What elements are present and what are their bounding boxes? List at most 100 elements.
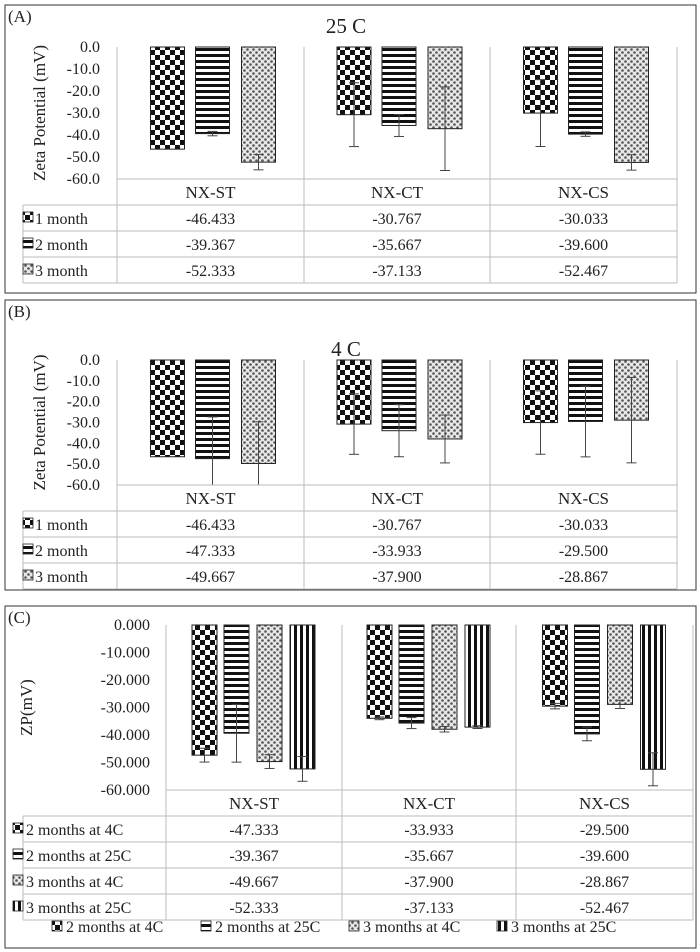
- bar: [366, 624, 393, 719]
- table-value: -30.767: [372, 517, 421, 534]
- legend-swatch: [12, 900, 24, 912]
- table-value: -37.133: [404, 900, 453, 917]
- table-value: -47.333: [186, 543, 235, 560]
- bar: [289, 624, 316, 770]
- series-label: 1 month: [35, 517, 88, 534]
- table-value: -30.767: [372, 211, 421, 228]
- y-tick-label: -60.0: [67, 477, 100, 494]
- series-label: 2 months at 4C: [26, 822, 123, 839]
- panel-frame: [4, 605, 697, 949]
- table-value: -49.667: [186, 569, 235, 586]
- y-tick-label: 0.0: [80, 39, 100, 56]
- panel-frame: [4, 299, 697, 591]
- bar: [542, 624, 568, 707]
- legend: 2 months at 4C 2 months at 25C 3 months at…: [51, 919, 616, 936]
- y-tick-label: -10.000: [101, 645, 150, 662]
- chart-panel-1: (A) 25 C 0.0 -10.0 -20.0 -30.0 -40.0 -50.0 -60.0…: [4, 4, 697, 294]
- legend-swatch: [51, 920, 63, 932]
- bar: [574, 624, 600, 735]
- legend-swatch: [22, 543, 34, 555]
- panel-frame: [4, 4, 697, 294]
- y-tick-label: -60.000: [101, 782, 150, 799]
- y-tick-label: 0.0: [80, 352, 100, 369]
- series-label: 3 month: [35, 569, 88, 586]
- bar: [464, 624, 491, 728]
- bar: [256, 624, 283, 763]
- bar: [431, 624, 458, 730]
- bar: [191, 624, 218, 756]
- data-table: NX-ST NX-CT NX-CS 1 month -46.433 -30.767 -30.…: [22, 360, 678, 590]
- chart-panel-2: (B) 4 C 0.0 -10.0 -20.0 -30.0 -40.0 -50.0 -60.0 Z…: [4, 299, 697, 591]
- table-value: -49.667: [229, 874, 278, 891]
- legend-swatch: [22, 569, 34, 581]
- legend-swatch: [12, 848, 24, 860]
- table-value: -30.033: [559, 517, 608, 534]
- legend-swatch: [200, 920, 212, 932]
- legend-swatch: [22, 211, 34, 223]
- category-label: NX-ST: [185, 183, 236, 202]
- series-label: 1 month: [35, 211, 88, 228]
- bar: [150, 46, 185, 150]
- table-value: -39.367: [229, 848, 278, 865]
- legend-swatch: [22, 237, 34, 249]
- category-label: NX-CS: [558, 183, 609, 202]
- y-axis-label: Zeta Potential (mV): [30, 355, 49, 491]
- bar: [568, 46, 603, 135]
- y-tick-label: -30.0: [67, 105, 100, 122]
- panel-label: (B): [8, 302, 31, 321]
- y-tick-label: -50.0: [67, 456, 100, 473]
- y-tick-label: -10.0: [67, 61, 100, 78]
- category-label: NX-CS: [558, 489, 609, 508]
- legend-label: 2 months at 4C: [66, 919, 163, 936]
- y-axis-label: ZP(mV): [17, 679, 36, 736]
- table-value: -46.433: [186, 211, 235, 228]
- y-tick-label: -40.0: [67, 127, 100, 144]
- table-value: -37.900: [404, 874, 453, 891]
- table-value: -52.333: [229, 900, 278, 917]
- y-tick-label: -30.000: [101, 700, 150, 717]
- y-tick-label: -50.0: [67, 149, 100, 166]
- bar: [150, 359, 185, 458]
- category-label: NX-CT: [371, 489, 424, 508]
- y-axis-label: Zeta Potential (mV): [30, 45, 49, 181]
- legend-label: 3 months at 4C: [363, 919, 460, 936]
- data-table: NX-ST NX-CT NX-CS 1 month -46.433 -30.767 -30.…: [22, 47, 678, 284]
- category-label: NX-ST: [185, 489, 236, 508]
- legend-label: 2 months at 25C: [215, 919, 320, 936]
- series-label: 2 months at 25C: [26, 848, 131, 865]
- chart-panel-3: (C) 0.000 -10.000 -20.000 -30.000 -40.000 -50.…: [4, 605, 697, 949]
- legend-label: 3 months at 25C: [511, 919, 616, 936]
- table-value: -52.467: [559, 263, 608, 280]
- table-value: -37.900: [372, 569, 421, 586]
- legend-swatch: [12, 874, 24, 886]
- table-value: -47.333: [229, 822, 278, 839]
- category-label: NX-CT: [371, 183, 424, 202]
- table-value: -33.933: [404, 822, 453, 839]
- y-tick-label: -60.0: [67, 171, 100, 188]
- y-tick-label: -30.0: [67, 415, 100, 432]
- data-table: NX-ST NX-CT NX-CS 2 months at 4C -47.333 -33.…: [12, 625, 694, 921]
- legend-swatch: [496, 920, 508, 932]
- category-label: NX-ST: [229, 794, 280, 813]
- bar: [195, 46, 230, 135]
- legend-swatch: [12, 822, 24, 834]
- series-label: 2 month: [35, 543, 88, 560]
- table-value: -39.600: [580, 848, 629, 865]
- legend-swatch: [348, 920, 360, 932]
- chart-title: 4 C: [331, 337, 361, 361]
- bar: [398, 624, 425, 724]
- table-value: -46.433: [186, 517, 235, 534]
- table-value: -37.133: [372, 263, 421, 280]
- category-label: NX-CS: [579, 794, 630, 813]
- y-tick-label: -50.000: [101, 755, 150, 772]
- panel-label: (C): [8, 608, 31, 627]
- table-value: -39.367: [186, 237, 235, 254]
- series-label: 3 months at 4C: [26, 874, 123, 891]
- bar: [241, 46, 276, 163]
- y-tick-label: -20.0: [67, 394, 100, 411]
- table-value: -52.333: [186, 263, 235, 280]
- table-value: -52.467: [580, 900, 629, 917]
- series-label: 3 month: [35, 263, 88, 280]
- bar: [381, 46, 417, 126]
- y-tick-label: -40.0: [67, 435, 100, 452]
